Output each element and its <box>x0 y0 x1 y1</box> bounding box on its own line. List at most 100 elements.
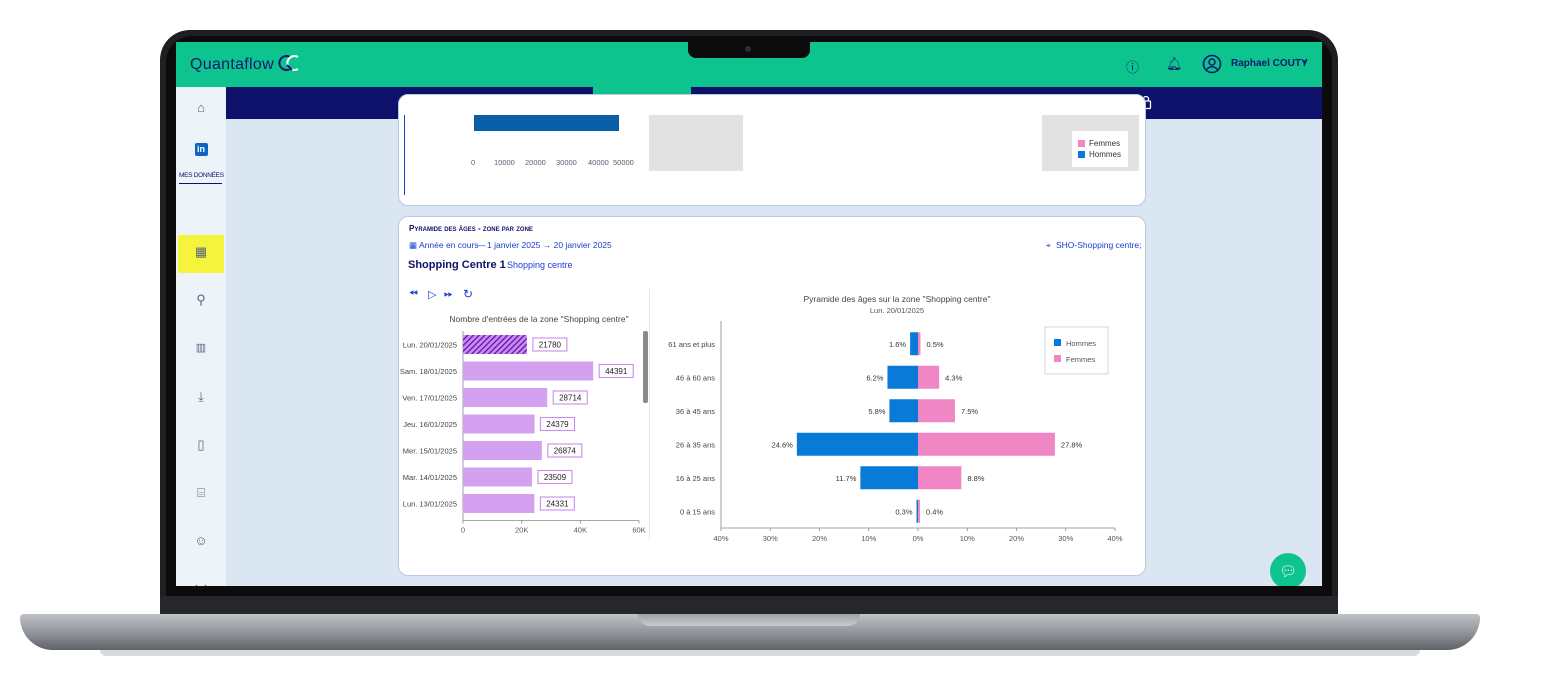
location-label[interactable]: SHO-Shopping centre; <box>1056 240 1142 250</box>
entries-bar <box>463 335 527 354</box>
rewind-icon[interactable]: ⏪︎ <box>409 288 418 300</box>
entries-x-tick: 20K <box>515 526 528 535</box>
top-chart-bar <box>474 115 619 131</box>
entries-bar <box>463 361 594 381</box>
entries-category-label: Lun. 13/01/2025 <box>403 500 457 509</box>
pyramid-legend-swatch <box>1054 339 1061 346</box>
pyramid-x-tick: 20% <box>812 534 827 543</box>
pyramid-bar-hommes <box>889 399 918 423</box>
entries-x-tick: 40K <box>574 526 587 535</box>
pyramid-label-hommes: 5.8% <box>868 407 885 416</box>
caret-down-icon[interactable]: ▼ <box>1301 58 1309 67</box>
entries-value-label: 44391 <box>605 367 628 376</box>
pyramid-label-femmes: 0.4% <box>926 507 943 516</box>
entries-value-label: 23509 <box>544 473 567 482</box>
pyramid-bar-femmes <box>918 399 955 423</box>
bar-chart-icon[interactable]: ▥ <box>195 342 207 354</box>
chart-scrollbar[interactable] <box>643 331 648 403</box>
user-name[interactable]: Raphael COUTY <box>1231 58 1308 69</box>
pyramid-bar-hommes <box>887 365 918 389</box>
face-icon[interactable]: ☺ <box>194 533 208 548</box>
top-x-tick: 40000 <box>588 158 609 167</box>
info-icon[interactable]: ⓘ <box>1126 60 1140 75</box>
network-icon[interactable]: ⋈ <box>190 581 212 586</box>
pyramid-x-tick: 20% <box>1009 534 1024 543</box>
top-x-tick: 30000 <box>556 158 577 167</box>
pyramid-x-tick: 40% <box>1107 534 1122 543</box>
pyramid-chart-subtitle: Lun. 20/01/2025 <box>870 306 924 315</box>
entries-bar <box>463 441 542 460</box>
legend-label-femmes: Femmes <box>1089 139 1121 148</box>
pyramid-bar-femmes <box>918 499 920 523</box>
chart-separator <box>649 289 650 539</box>
linkedin-icon[interactable]: in <box>190 140 212 156</box>
home-icon[interactable]: ⌂ <box>197 100 205 115</box>
entries-value-box <box>547 443 583 458</box>
entries-value-label: 24379 <box>546 420 569 429</box>
pyramid-x-tick: 30% <box>763 534 778 543</box>
entries-value-box <box>598 363 634 379</box>
play-icon[interactable]: ▷ <box>428 289 437 301</box>
pyramid-bar-hommes <box>916 499 919 523</box>
entries-value-box <box>552 390 588 405</box>
entries-value-box <box>539 416 576 432</box>
pyramid-bar-femmes <box>918 332 921 356</box>
entries-value-box <box>539 496 575 511</box>
date-range[interactable]: 1 janvier 2025 → 20 janvier 2025 <box>487 240 612 250</box>
pyramid-bar-hommes <box>860 466 918 490</box>
top-x-tick: 20000 <box>525 158 546 167</box>
store-icon[interactable]: ⌸ <box>197 485 205 500</box>
entries-bar <box>463 388 548 407</box>
previous-chart-card: 0 10000 20000 30000 40000 50000 Femmes H… <box>398 94 1146 206</box>
top-chart-panel-left <box>649 115 743 171</box>
pyramid-category-label: 61 ans et plus <box>668 340 715 349</box>
fast-forward-icon[interactable]: ⏩︎ <box>444 288 453 300</box>
pyramid-category-label: 46 à 60 ans <box>676 373 715 382</box>
pyramid-label-hommes: 0.3% <box>895 507 912 516</box>
pyramid-category-label: 26 à 35 ans <box>676 440 715 449</box>
sidebar: ⌂ in MES DONNÉES ▦ ⚲ ▥ ⤓ ▯ ⌸ ☺ ⋈ <box>176 87 226 586</box>
entries-value-label: 24331 <box>546 500 569 509</box>
entries-category-label: Ven. 17/01/2025 <box>402 394 457 403</box>
pyramid-legend-box <box>1044 326 1109 375</box>
calendar-icon: ▦ <box>409 240 418 250</box>
top-x-tick: 50000 <box>613 158 634 167</box>
entries-category-label: Mer. 15/01/2025 <box>403 447 457 456</box>
legend-swatch-femmes <box>1078 140 1085 147</box>
app-logo[interactable]: Quantaflow <box>190 56 274 73</box>
logo-mark-icon <box>278 55 299 71</box>
user-circle-icon[interactable] <box>1202 54 1222 74</box>
refresh-icon[interactable]: ↻ <box>463 287 474 301</box>
pyramid-legend-label: Femmes <box>1066 355 1095 364</box>
pyramid-category-label: 0 à 15 ans <box>680 507 715 516</box>
camera-icon <box>745 46 751 52</box>
legend-label-hommes: Hommes <box>1089 150 1122 159</box>
download-icon[interactable]: ⤓ <box>198 389 204 404</box>
document-icon[interactable]: ▯ <box>197 437 205 452</box>
pyramid-bar-femmes <box>918 466 962 490</box>
entries-value-box <box>532 337 568 352</box>
period-label[interactable]: Année en cours <box>419 240 479 250</box>
pyramid-label-hommes: 6.2% <box>866 373 883 382</box>
pyramid-x-tick: 30% <box>1058 534 1073 543</box>
sidebar-item-dashboard[interactable] <box>178 235 224 273</box>
app-screen: Quantaflow ⓘ 🔔︎ Raphael COUTY ▼ Shopping… <box>176 42 1322 586</box>
pyramid-label-femmes: 0.5% <box>926 340 943 349</box>
top-chart-axis <box>404 115 405 195</box>
bell-icon[interactable]: 🔔︎ <box>1166 56 1183 71</box>
top-x-tick: 10000 <box>494 158 515 167</box>
pyramid-bar-hommes <box>910 332 918 356</box>
pyramid-bar-femmes <box>918 432 1055 456</box>
search-icon[interactable]: ⚲ <box>196 292 206 307</box>
site-zone-link[interactable]: Shopping centre <box>507 260 573 270</box>
laptop-thumb-notch <box>638 614 860 626</box>
entries-bar <box>463 494 535 513</box>
chat-button[interactable]: 💬︎ <box>1270 553 1306 586</box>
entries-value-label: 21780 <box>539 341 562 350</box>
pyramid-x-tick: 10% <box>861 534 876 543</box>
entries-bar <box>463 414 535 434</box>
entries-value-label: 28714 <box>559 394 582 403</box>
laptop-shadow <box>100 650 1420 656</box>
entries-value-box <box>537 469 573 485</box>
pyramid-category-label: 36 à 45 ans <box>676 407 715 416</box>
